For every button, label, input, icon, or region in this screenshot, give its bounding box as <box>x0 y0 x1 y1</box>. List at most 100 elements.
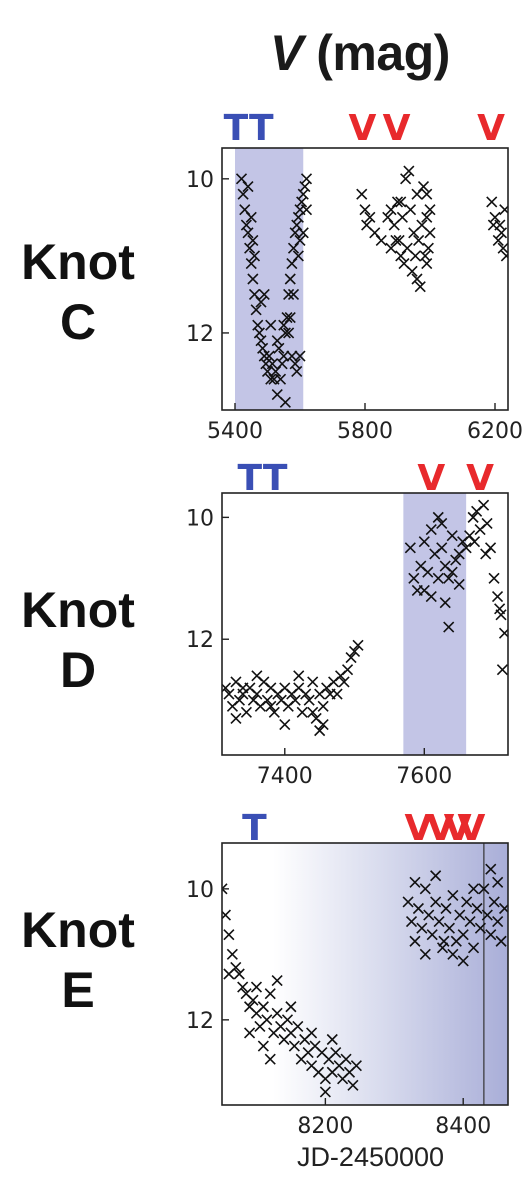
data-point <box>265 373 277 385</box>
data-point <box>467 883 480 895</box>
event-marker: V <box>444 808 472 849</box>
data-point <box>447 948 459 960</box>
data-point <box>467 942 480 954</box>
event-marker: V <box>383 108 411 149</box>
data-point <box>319 1086 331 1098</box>
data-point <box>413 234 425 247</box>
data-point <box>494 603 506 615</box>
data-point <box>421 211 433 223</box>
data-point <box>439 597 451 609</box>
data-point <box>287 288 300 300</box>
data-point <box>430 896 442 908</box>
data-point <box>485 863 497 875</box>
data-point <box>419 883 431 895</box>
data-point <box>266 358 278 370</box>
panel-label-line2: D <box>59 642 97 698</box>
data-point <box>279 718 291 731</box>
data-point <box>369 227 381 239</box>
x-tick-label: 6200 <box>467 419 523 444</box>
data-point <box>240 706 252 718</box>
x-tick-label: 8200 <box>297 1114 353 1139</box>
panel-label-line1: Knot <box>21 234 135 290</box>
title-symbol: V <box>270 25 303 81</box>
data-point <box>306 1027 318 1039</box>
data-point <box>423 909 435 921</box>
data-point <box>454 909 466 921</box>
data-point <box>350 1060 362 1072</box>
data-point <box>314 725 326 737</box>
x-tick-label: 7600 <box>396 764 452 789</box>
panel-label-knot-d: Knot D <box>3 580 153 700</box>
data-point <box>261 365 274 378</box>
event-marker: V <box>477 108 505 149</box>
data-point <box>263 350 275 362</box>
data-point <box>478 499 490 511</box>
y-tick-label: 12 <box>186 1009 214 1034</box>
y-tick-label: 12 <box>186 628 214 653</box>
data-point <box>400 173 412 185</box>
data-point <box>292 1020 304 1032</box>
data-point <box>317 718 329 731</box>
data-point <box>464 530 476 542</box>
data-point <box>287 242 300 254</box>
data-point <box>457 929 469 941</box>
data-point <box>457 955 469 967</box>
y-tick-label: 10 <box>186 168 214 193</box>
data-point <box>250 981 263 993</box>
data-point <box>235 173 248 185</box>
data-point <box>270 365 282 378</box>
data-point <box>250 304 262 316</box>
data-point <box>495 935 507 947</box>
data-point <box>492 876 504 888</box>
data-point <box>284 311 296 324</box>
data-point <box>425 523 437 536</box>
data-point <box>471 902 483 915</box>
data-point <box>446 566 458 578</box>
panel-label-line1: Knot <box>21 902 135 958</box>
event-marker: V <box>458 808 486 849</box>
data-point <box>453 578 465 590</box>
data-point <box>474 922 486 934</box>
data-point <box>412 902 424 915</box>
x-tick-label: 5800 <box>337 419 393 444</box>
data-point <box>390 234 402 247</box>
data-point <box>422 566 434 578</box>
data-point <box>279 396 291 408</box>
data-point <box>436 542 448 554</box>
data-point <box>284 273 296 285</box>
x-tick-label: 7400 <box>257 764 313 789</box>
data-point <box>487 219 499 231</box>
data-point <box>233 968 245 980</box>
data-point <box>348 645 361 657</box>
data-point <box>496 664 508 676</box>
x-axis-title: JD-2450000 <box>296 1142 445 1172</box>
event-marker: V <box>404 808 432 849</box>
data-point <box>460 542 472 554</box>
data-point <box>278 319 290 331</box>
panel-label-line2: E <box>61 962 95 1018</box>
data-point <box>478 883 490 895</box>
x-tick-label: 8400 <box>435 1114 491 1139</box>
data-point <box>222 883 228 895</box>
data-point <box>433 916 445 928</box>
data-point <box>271 335 283 347</box>
data-point <box>317 700 329 712</box>
data-point <box>223 929 235 941</box>
data-point <box>261 694 273 706</box>
panel-label-line1: Knot <box>21 582 135 638</box>
data-point <box>293 670 305 682</box>
data-point <box>446 530 458 542</box>
data-point <box>307 676 319 688</box>
data-point <box>385 204 397 216</box>
data-point <box>283 288 295 300</box>
data-point <box>491 591 504 603</box>
data-point <box>274 373 287 385</box>
data-point <box>268 706 280 718</box>
data-point <box>395 250 407 262</box>
data-point <box>294 234 306 247</box>
data-point <box>239 204 251 216</box>
data-point <box>467 511 479 523</box>
data-point <box>488 896 500 908</box>
data-point <box>461 896 473 908</box>
data-point <box>500 250 508 262</box>
